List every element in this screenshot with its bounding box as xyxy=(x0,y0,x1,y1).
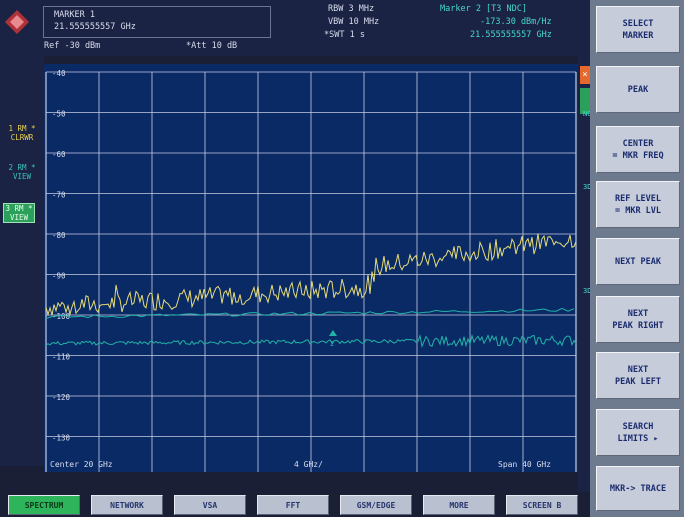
softkey-center-mkr-freq[interactable]: CENTER = MKR FREQ xyxy=(596,126,680,173)
rbw-text: RBW 3 MHz xyxy=(328,4,375,14)
tab-vsa[interactable]: VSA xyxy=(174,495,246,515)
trace2-detector: VIEW xyxy=(12,172,32,181)
side-marker-nor: NOR xyxy=(583,110,596,118)
softkey-select-marker[interactable]: SELECT MARKER xyxy=(596,6,680,53)
trace-cyan-upper xyxy=(45,307,575,319)
softkey-label: NEXT xyxy=(627,364,649,375)
softkey-search-limits[interactable]: SEARCH LIMITS ▸ xyxy=(596,409,680,456)
trace1-detector: CLRWR xyxy=(10,133,34,142)
marker2-frequency: 21.555555557 GHz xyxy=(470,30,552,40)
tab-fft[interactable]: FFT xyxy=(257,495,329,515)
softkey-next-peak-left[interactable]: NEXT PEAK LEFT xyxy=(596,352,680,399)
marker-label: MARKER 1 xyxy=(54,10,95,20)
softkey-label: MKR-> TRACE xyxy=(609,483,667,494)
rohde-schwarz-logo-icon xyxy=(5,10,29,34)
y-tick-label: -40 xyxy=(52,69,66,78)
softkey-mkr-trace[interactable]: MKR-> TRACE xyxy=(596,466,680,511)
softkey-next-peak[interactable]: NEXT PEAK xyxy=(596,238,680,285)
side-marker-strip xyxy=(578,56,590,492)
trace3-detector: VIEW xyxy=(9,213,29,222)
y-tick-label: -80 xyxy=(52,231,66,240)
softkey-label: = MKR LVL xyxy=(614,205,662,216)
overload-indicator-icon: × xyxy=(580,66,590,84)
ref-level-text: Ref -30 dBm xyxy=(44,41,101,51)
softkey-label: PEAK LEFT xyxy=(614,376,662,387)
span-label: Span 40 GHz xyxy=(498,460,551,469)
side-marker-3db-lower: 3DB xyxy=(583,287,596,295)
y-tick-label: -70 xyxy=(52,191,66,200)
softkey-next-peak-right[interactable]: NEXT PEAK RIGHT xyxy=(596,296,680,343)
softkey-ref-level-mkr-lvl[interactable]: REF LEVEL = MKR LVL xyxy=(596,181,680,228)
y-tick-label: -100 xyxy=(52,312,71,321)
header-bar: MARKER 1 21.555555557 GHz Ref -30 dBm *A… xyxy=(0,0,590,56)
trace2-mode: 2 RM * xyxy=(8,163,36,172)
y-tick-label: -130 xyxy=(52,434,71,443)
trace-yellow xyxy=(45,233,577,317)
y-axis-ticks: -40 -50 -60 -70 -80 -90 -100 -110 -120 -130 xyxy=(52,69,71,443)
svg-text:2: 2 xyxy=(330,340,334,348)
trace2-tag[interactable]: 2 RM * VIEW xyxy=(3,163,41,181)
spectrum-plot[interactable]: -40 -50 -60 -70 -80 -90 -100 -110 -120 -130 2 Cen… xyxy=(44,64,578,478)
vbw-text: VBW 10 MHz xyxy=(328,17,380,27)
mode-tab-bar: SPECTRUM NETWORK VSA FFT GSM/EDGE MORE SCREEN … xyxy=(0,492,590,517)
marker2-title: Marker 2 [T3 NDC] xyxy=(440,4,527,14)
sweep-time-text: *SWT 1 s xyxy=(324,30,365,40)
softkey-label: PEAK RIGHT xyxy=(612,320,664,331)
softkey-label: SEARCH xyxy=(622,421,654,432)
softkey-label: CENTER xyxy=(622,138,654,149)
softkey-label: LIMITS ▸ xyxy=(617,433,659,444)
division-label: 4 GHz/ xyxy=(294,460,323,469)
trace3-mode: 3 RM * xyxy=(5,204,33,213)
y-tick-label: -90 xyxy=(52,272,66,281)
marker2-level: -173.30 dBm/Hz xyxy=(480,17,552,27)
softkey-label: REF LEVEL xyxy=(614,193,662,204)
side-marker-3db-upper: 3DB xyxy=(583,183,596,191)
tab-spectrum[interactable]: SPECTRUM xyxy=(8,495,80,515)
spectrum-svg: -40 -50 -60 -70 -80 -90 -100 -110 -120 -130 2 xyxy=(45,69,577,478)
center-frequency-label: Center 20 GHz xyxy=(50,460,113,469)
trace3-tag[interactable]: 3 RM * VIEW xyxy=(3,203,35,223)
marker-frequency: 21.555555557 GHz xyxy=(54,22,136,32)
y-tick-label: -120 xyxy=(52,393,71,402)
y-tick-label: -110 xyxy=(52,353,71,362)
trace1-tag[interactable]: 1 RM * CLRWR xyxy=(3,124,41,142)
softkey-peak[interactable]: PEAK xyxy=(596,66,680,113)
tab-screen-b[interactable]: SCREEN B xyxy=(506,495,578,515)
softkey-label: NEXT xyxy=(627,308,649,319)
trace1-mode: 1 RM * xyxy=(8,124,36,133)
softkey-label: PEAK xyxy=(627,84,649,95)
softkey-label: = MKR FREQ xyxy=(612,150,664,161)
trace-status-panel: 1 RM * CLRWR 2 RM * VIEW 3 RM * VIEW xyxy=(0,56,44,466)
marker-info-box: MARKER 1 21.555555557 GHz xyxy=(43,6,271,38)
attenuation-text: *Att 10 dB xyxy=(186,41,238,51)
softkey-label: MARKER xyxy=(622,30,654,41)
grid-lines xyxy=(45,71,577,478)
y-tick-label: -50 xyxy=(52,110,66,119)
trace-indicator-icon xyxy=(580,88,590,114)
softkey-panel: SELECT MARKER PEAK CENTER = MKR FREQ REF LEVE… xyxy=(590,0,684,517)
tab-gsm-edge[interactable]: GSM/EDGE xyxy=(340,495,412,515)
y-tick-label: -60 xyxy=(52,150,66,159)
softkey-label: SELECT xyxy=(622,18,654,29)
tab-network[interactable]: NETWORK xyxy=(91,495,163,515)
marker-2-symbol: 2 xyxy=(329,330,337,348)
softkey-label: NEXT PEAK xyxy=(614,256,662,267)
trace-cyan-lower xyxy=(45,333,577,348)
tab-more[interactable]: MORE xyxy=(423,495,495,515)
